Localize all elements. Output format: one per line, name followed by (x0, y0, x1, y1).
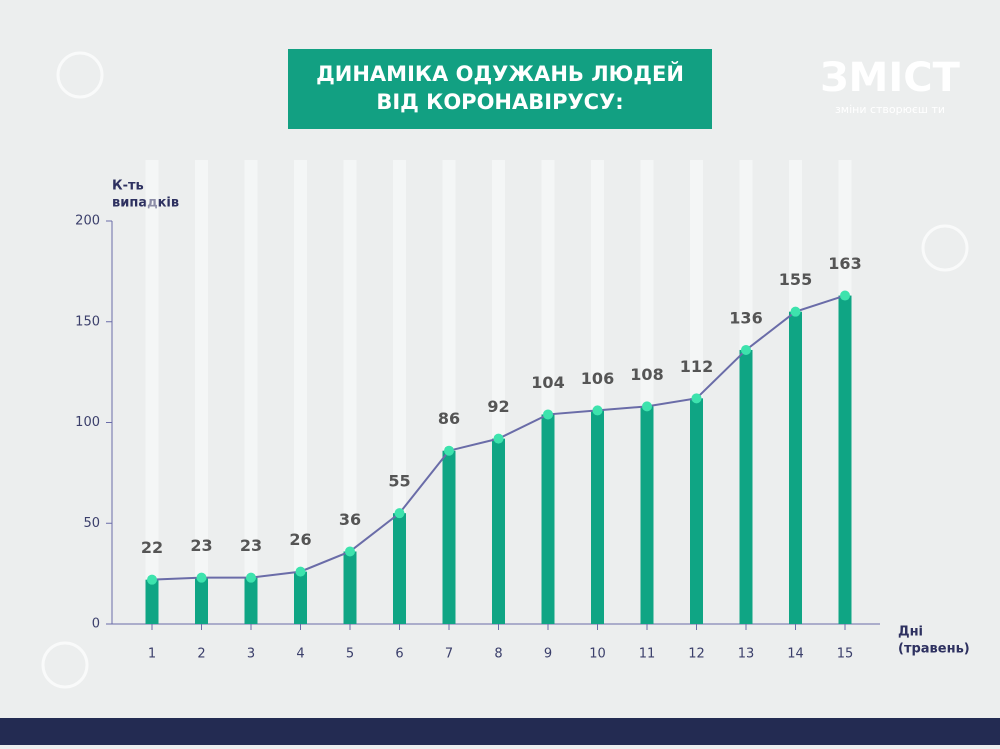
x-tick-label: 10 (589, 647, 606, 662)
marker (394, 508, 405, 519)
y-axis-label: К-ть (112, 179, 144, 194)
value-label: 23 (240, 536, 262, 555)
bar (244, 577, 258, 624)
logo-name: ЗМІСТ (820, 55, 960, 101)
marker (691, 393, 702, 404)
marker (493, 433, 504, 444)
x-tick-label: 9 (544, 647, 552, 662)
x-tick-label: 8 (494, 647, 502, 662)
value-label: 108 (630, 365, 663, 384)
virus-decor (41, 51, 969, 689)
bar (393, 513, 406, 624)
marker (196, 572, 207, 583)
ghost-column (294, 160, 307, 624)
x-tick-label: 3 (247, 647, 255, 662)
footer-bar (0, 718, 1000, 745)
value-label: 112 (680, 357, 713, 376)
chart-title: ВІД КОРОНАВІРУСУ: (376, 90, 623, 114)
marker (295, 566, 306, 577)
value-label: 136 (729, 308, 762, 327)
marker (147, 574, 157, 585)
marker (345, 546, 355, 557)
x-tick-label: 6 (395, 647, 403, 662)
bar (789, 311, 802, 624)
value-label: 36 (339, 510, 361, 529)
value-label: 22 (141, 538, 163, 557)
x-tick-label: 1 (148, 647, 156, 662)
title-box (288, 49, 712, 129)
marker (543, 409, 553, 420)
x-tick-label: 7 (445, 647, 453, 662)
bar (838, 295, 852, 624)
y-tick-label: 50 (83, 516, 100, 531)
bar (690, 398, 703, 624)
bar (739, 349, 753, 624)
value-label: 23 (190, 536, 212, 555)
bar (442, 450, 456, 624)
value-label: 155 (779, 270, 812, 289)
marker (592, 405, 603, 416)
y-tick-label: 0 (92, 617, 100, 632)
marker (741, 344, 751, 355)
value-label: 92 (487, 397, 509, 416)
x-tick-label: 12 (688, 647, 705, 662)
y-axis-label: випадків (112, 196, 179, 211)
y-tick-label: 200 (75, 214, 100, 229)
marker (444, 445, 454, 456)
ghost-column (195, 160, 208, 624)
bar (145, 579, 159, 624)
ghost-column (343, 160, 357, 624)
value-label: 106 (581, 369, 614, 388)
ghost-column (244, 160, 258, 624)
x-tick-label: 13 (738, 647, 755, 662)
x-tick-label: 11 (639, 647, 656, 662)
marker (246, 572, 256, 583)
x-tick-label: 15 (837, 647, 854, 662)
bar (640, 406, 654, 624)
bar (591, 410, 604, 624)
x-axis-label: Дні (898, 625, 923, 640)
x-tick-label: 14 (787, 647, 804, 662)
value-label: 163 (828, 254, 861, 273)
value-label: 104 (531, 373, 564, 392)
logo-tagline: зміни створюєш ти (835, 103, 945, 116)
bar (195, 577, 208, 624)
bar (492, 438, 505, 624)
y-tick-label: 150 (75, 314, 100, 329)
value-label: 86 (438, 409, 460, 428)
marker (642, 401, 652, 412)
chart-title: ДИНАМІКА ОДУЖАНЬ ЛЮДЕЙ (316, 61, 684, 86)
y-tick-label: 100 (75, 415, 100, 430)
ghost-column (145, 160, 159, 624)
marker (840, 290, 850, 301)
bar (294, 571, 307, 624)
x-tick-label: 5 (346, 647, 354, 662)
value-label: 26 (289, 530, 311, 549)
value-label: 55 (388, 472, 410, 491)
x-axis-label: (травень) (898, 642, 970, 657)
bar (541, 414, 555, 624)
marker (790, 306, 801, 317)
x-tick-label: 2 (197, 647, 205, 662)
bar (343, 551, 357, 624)
x-tick-label: 4 (296, 647, 304, 662)
